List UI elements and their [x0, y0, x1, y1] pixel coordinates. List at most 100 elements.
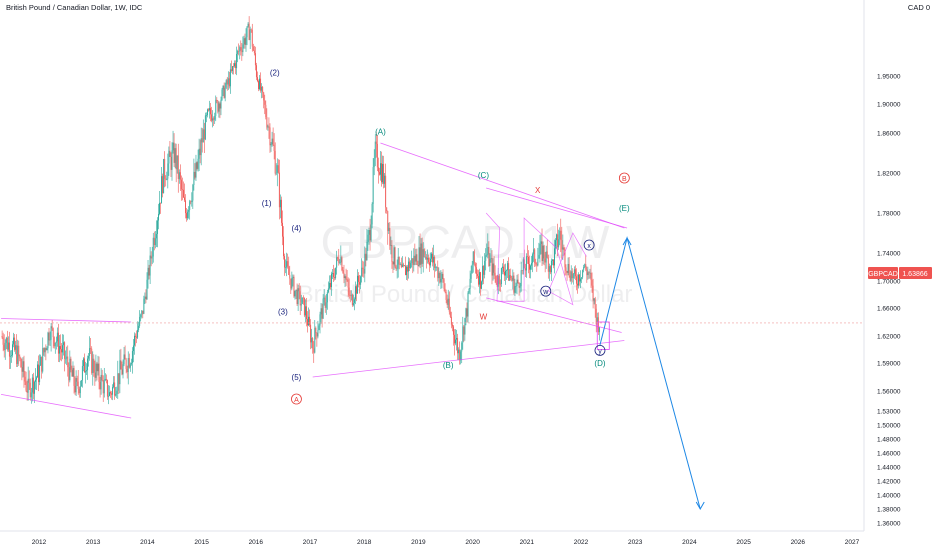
candle-body: [288, 266, 290, 275]
wave-label: (E): [619, 204, 630, 213]
candle-body: [60, 346, 61, 350]
wave-label: (D): [594, 359, 605, 368]
candle-body: [340, 257, 342, 263]
candle-body: [66, 356, 68, 359]
candle-body: [42, 348, 44, 372]
candle-body: [522, 259, 524, 271]
candle-body: [337, 257, 339, 259]
candle-body: [283, 236, 284, 257]
wave-structure-line: [485, 212, 587, 306]
candle-body: [196, 162, 198, 169]
candle-body: [134, 335, 135, 346]
candle-body: [514, 286, 516, 293]
candle-body: [528, 256, 529, 265]
candle-body: [336, 257, 338, 268]
candle-body: [538, 255, 540, 259]
candle-body: [413, 255, 415, 265]
candle-body: [530, 265, 532, 270]
candle-body: [581, 277, 583, 279]
candle-body: [364, 253, 366, 274]
candle-body: [251, 29, 253, 47]
candle-body: [180, 179, 182, 190]
candle-body: [249, 29, 251, 40]
candle-body: [363, 269, 365, 274]
price-tick-label: 1.86000: [877, 131, 901, 138]
candle-body: [513, 275, 515, 293]
candle-body: [153, 237, 155, 246]
candle-body: [306, 306, 307, 320]
candle-body: [598, 327, 600, 333]
price-axis[interactable]: 1.36000 1.38000 1.40000 1.42000 1.44000 1.460…: [863, 0, 901, 531]
candle-body: [264, 100, 266, 105]
candle-body: [127, 358, 129, 373]
candle-body: [565, 267, 567, 271]
candle-body: [47, 332, 49, 349]
candle-body: [187, 211, 189, 219]
candle-body: [13, 337, 15, 345]
candle-body: [276, 165, 278, 173]
candle-body: [146, 279, 148, 300]
candle-body: [566, 270, 568, 273]
candle-body: [143, 298, 145, 314]
candle-body: [512, 275, 514, 281]
candle-body: [246, 26, 248, 38]
candle-body: [209, 108, 210, 111]
candle-body: [6, 337, 8, 350]
candle-body: [71, 369, 73, 377]
candle-body: [416, 254, 418, 266]
candle-body: [303, 297, 305, 316]
candle-body: [329, 282, 331, 288]
candle-body: [557, 234, 559, 248]
candle-body: [421, 243, 423, 264]
candle-body: [483, 265, 485, 275]
candle-body: [224, 87, 226, 98]
candle-body: [353, 299, 355, 303]
candle-body: [114, 382, 116, 396]
currency-label[interactable]: CAD 0: [907, 3, 930, 12]
candle-body: [383, 163, 385, 184]
candle-body: [119, 360, 121, 385]
wave-label: (C): [478, 171, 489, 180]
price-tick-label: 1.36000: [877, 521, 901, 528]
candle-body: [580, 278, 582, 282]
watermark: GBPCAD, 1W British Pound / Canadian Doll…: [298, 216, 633, 308]
candle-body: [75, 378, 77, 393]
candle-body: [300, 303, 302, 306]
candle-body: [302, 297, 304, 299]
candle-body: [227, 78, 229, 85]
candle-body: [262, 86, 264, 93]
candle-body: [596, 317, 598, 325]
candle-body: [476, 274, 478, 277]
candle-body: [89, 348, 91, 356]
candle-body: [275, 172, 277, 174]
candle-body: [471, 264, 473, 274]
candle-body: [372, 167, 374, 204]
candle-body: [169, 150, 171, 157]
symbol-title[interactable]: British Pound / Canadian Dollar, 1W, IDC: [6, 3, 143, 12]
candle-body: [282, 222, 283, 237]
candle-body: [452, 326, 454, 335]
candle-body: [491, 258, 493, 276]
candle-body: [216, 99, 218, 101]
candle-body: [41, 356, 43, 372]
candle-body: [213, 118, 215, 120]
candle-body: [385, 175, 387, 208]
candle-body: [156, 220, 158, 235]
candle-body: [32, 377, 34, 394]
price-tick-label: 1.38000: [877, 507, 901, 514]
candle-body: [186, 213, 188, 219]
candle-body: [175, 148, 177, 170]
candle-body: [568, 263, 570, 276]
channel-line: [0, 393, 132, 419]
candle-body: [408, 261, 410, 272]
candle-body: [501, 266, 503, 269]
candle-body: [159, 202, 160, 214]
wave-label: (4): [292, 224, 302, 233]
candle-body: [376, 143, 378, 168]
candle-body: [98, 363, 100, 383]
time-axis[interactable]: 2012 2013 2014 2015 2016 2017 2018 2019 2020 2021…: [0, 530, 864, 546]
candle-body: [173, 142, 175, 163]
candle-body: [592, 285, 594, 301]
